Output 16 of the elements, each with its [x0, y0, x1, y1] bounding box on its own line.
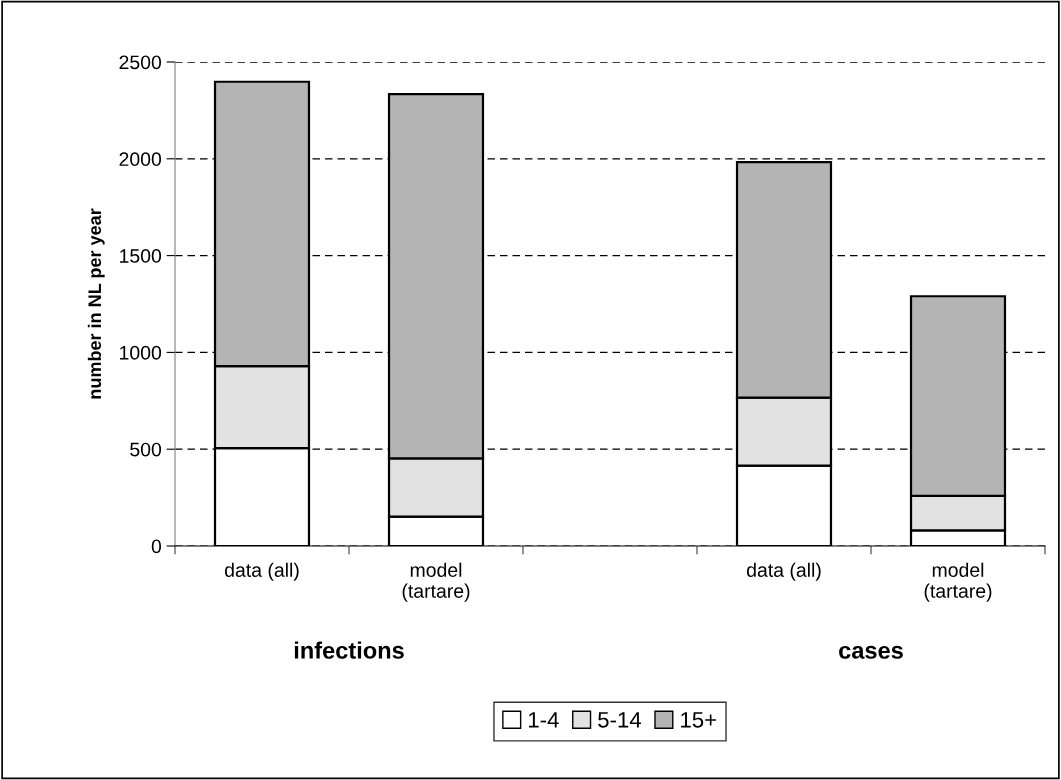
y-tick-label: 500 [130, 442, 162, 457]
y-tick-label: 0 [151, 539, 162, 554]
legend-label: 5-14 [598, 712, 642, 728]
y-axis-title: number in NL per year [87, 208, 105, 399]
legend-label: 1-4 [529, 712, 559, 728]
text: cases [839, 645, 903, 659]
x-tick-label: data (all) [746, 562, 821, 581]
y-tick-label: 2500 [119, 55, 162, 70]
y-tick-label: 2000 [119, 152, 162, 167]
x-tick-label: data (all) [224, 562, 299, 581]
y-tick-label: 1500 [120, 249, 162, 263]
text: infections [294, 641, 404, 659]
legend-label: 15+ [681, 712, 717, 728]
y-tick-label: 1000 [120, 345, 162, 360]
x-tick-label: model (tartare) [402, 562, 470, 602]
x-tick-label: model (tartare) [924, 562, 992, 602]
